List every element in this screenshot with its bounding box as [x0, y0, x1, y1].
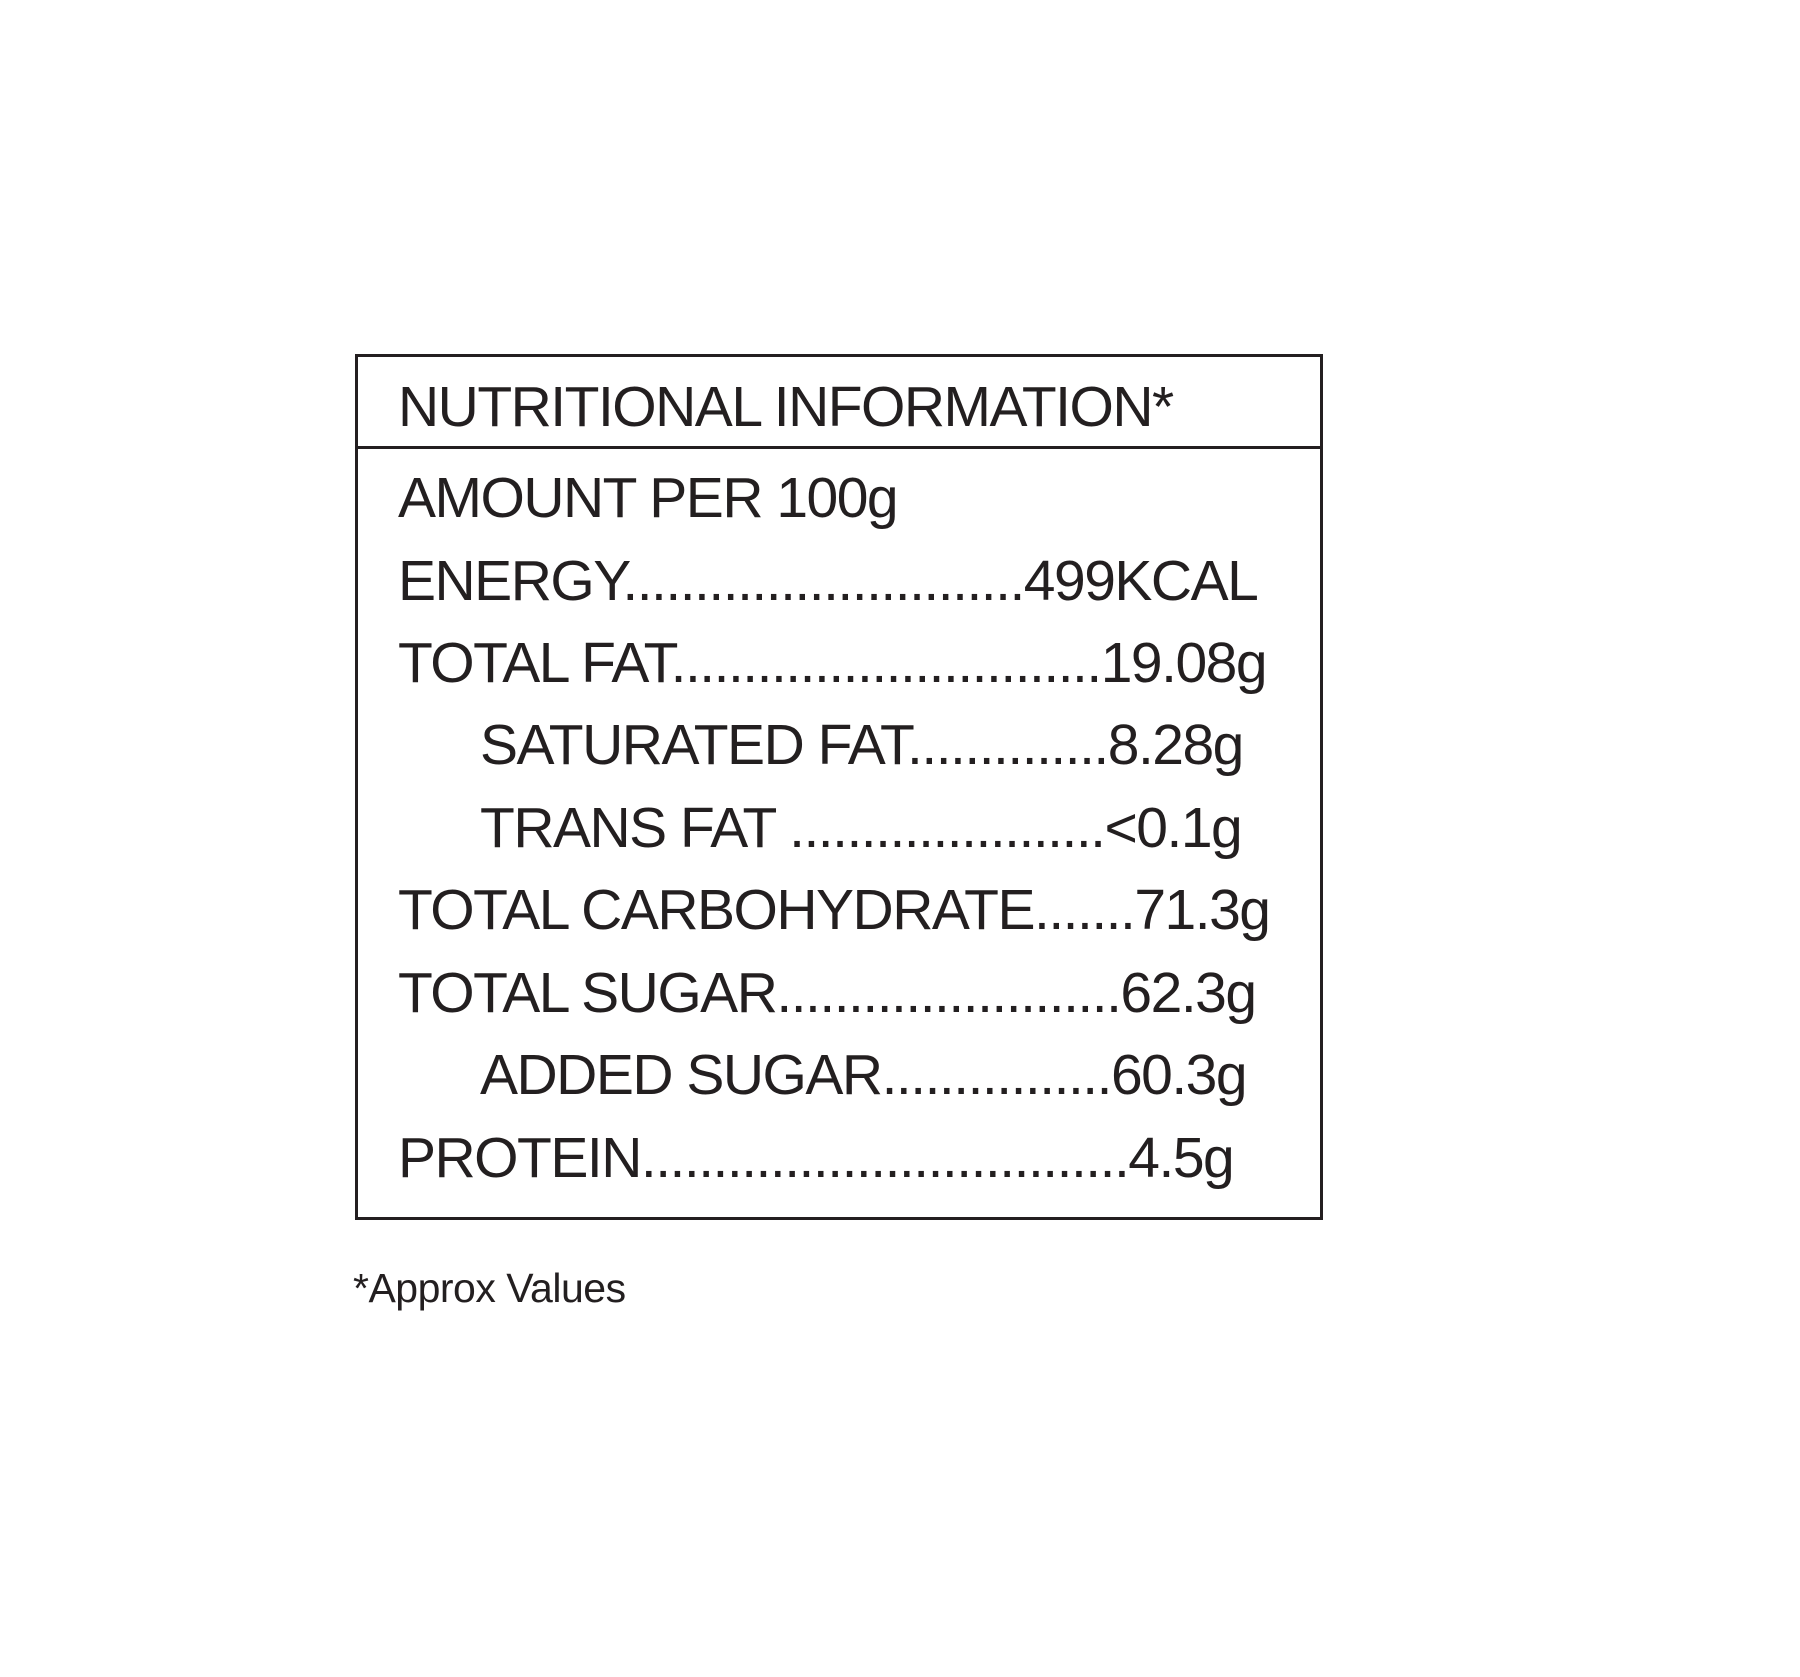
footnote: *Approx Values — [353, 1265, 626, 1311]
panel-title: NUTRITIONAL INFORMATION* — [398, 375, 1174, 439]
nutrient-row-saturated-fat: SATURATED FAT..............8.28g — [480, 713, 1244, 777]
nutrient-row-total-carbohydrate: TOTAL CARBOHYDRATE.......71.3g — [398, 878, 1271, 942]
nutrient-row-total-fat: TOTAL FAT..............................1… — [398, 631, 1268, 695]
nutrient-row-trans-fat: TRANS FAT ......................<0.1g — [480, 796, 1243, 860]
serving-size: AMOUNT PER 100g — [398, 466, 899, 530]
nutrient-row-total-sugar: TOTAL SUGAR........................62.3g — [398, 961, 1257, 1025]
nutrient-row-energy: ENERGY............................499KCA… — [398, 549, 1259, 613]
nutrient-row-added-sugar: ADDED SUGAR................60.3g — [480, 1043, 1248, 1107]
panel-header: NUTRITIONAL INFORMATION* — [358, 357, 1320, 449]
nutrition-panel: NUTRITIONAL INFORMATION* AMOUNT PER 100g… — [355, 354, 1323, 1220]
nutrient-row-protein: PROTEIN.................................… — [398, 1126, 1235, 1190]
